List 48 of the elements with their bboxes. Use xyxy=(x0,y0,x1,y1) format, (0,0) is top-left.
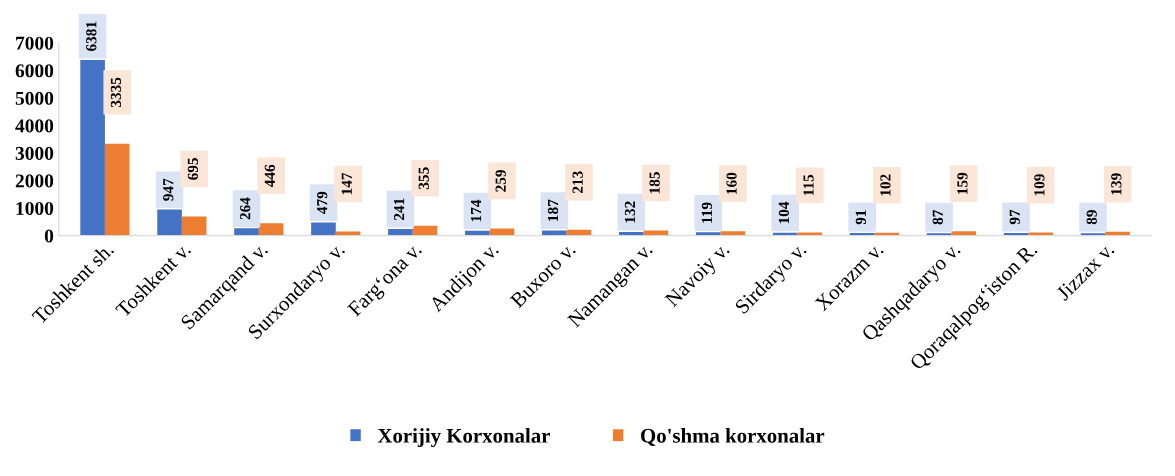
data-label: 185 xyxy=(649,172,660,194)
data-label: 91 xyxy=(855,210,866,225)
y-tick-label: 6000 xyxy=(15,64,54,78)
bar xyxy=(388,228,413,236)
y-tick-label: 7000 xyxy=(16,36,54,50)
data-label: 479 xyxy=(317,191,328,214)
data-label: 119 xyxy=(701,202,713,223)
y-tick-label: 1000 xyxy=(16,201,54,216)
data-label: 264 xyxy=(240,197,251,220)
y-tick-label: 2000 xyxy=(15,174,54,188)
bar xyxy=(695,232,721,236)
bar xyxy=(489,228,515,236)
y-tick-label: 3000 xyxy=(15,146,54,160)
data-label: 160 xyxy=(726,172,737,194)
bar xyxy=(951,231,977,236)
data-label: 241 xyxy=(393,198,405,221)
data-label: 947 xyxy=(163,178,174,201)
data-label: 174 xyxy=(470,199,482,222)
data-label: 87 xyxy=(932,209,943,225)
data-label: 115 xyxy=(803,174,814,196)
data-label: 97 xyxy=(1009,209,1020,225)
data-label: 259 xyxy=(495,170,506,192)
data-label: 3335 xyxy=(110,77,122,108)
data-label: 355 xyxy=(418,167,429,190)
data-label: 695 xyxy=(187,158,199,180)
data-label: 187 xyxy=(547,199,559,221)
bar xyxy=(542,230,567,236)
legend-label: Xorijiy Korxonalar xyxy=(377,428,550,448)
bar xyxy=(797,232,823,236)
y-tick-label: 4000 xyxy=(15,119,54,133)
data-label: 109 xyxy=(1034,174,1045,196)
data-label: 102 xyxy=(880,174,891,196)
data-label: 6381 xyxy=(86,21,97,52)
y-tick-label: 5000 xyxy=(15,91,54,105)
data-label: 213 xyxy=(572,171,583,193)
data-label: 446 xyxy=(264,164,275,188)
bar xyxy=(234,228,259,236)
data-label: 147 xyxy=(341,172,352,195)
data-label: 159 xyxy=(957,172,968,194)
data-label: 104 xyxy=(778,201,790,224)
data-label: 139 xyxy=(1111,173,1122,195)
data-label: 132 xyxy=(624,201,636,223)
y-tick-label: 0 xyxy=(44,229,54,243)
bar xyxy=(104,143,130,236)
bar xyxy=(181,216,207,236)
bar xyxy=(258,223,284,236)
data-label: 89 xyxy=(1086,210,1097,225)
legend-label: Qo'shma korxonalar xyxy=(641,428,825,446)
